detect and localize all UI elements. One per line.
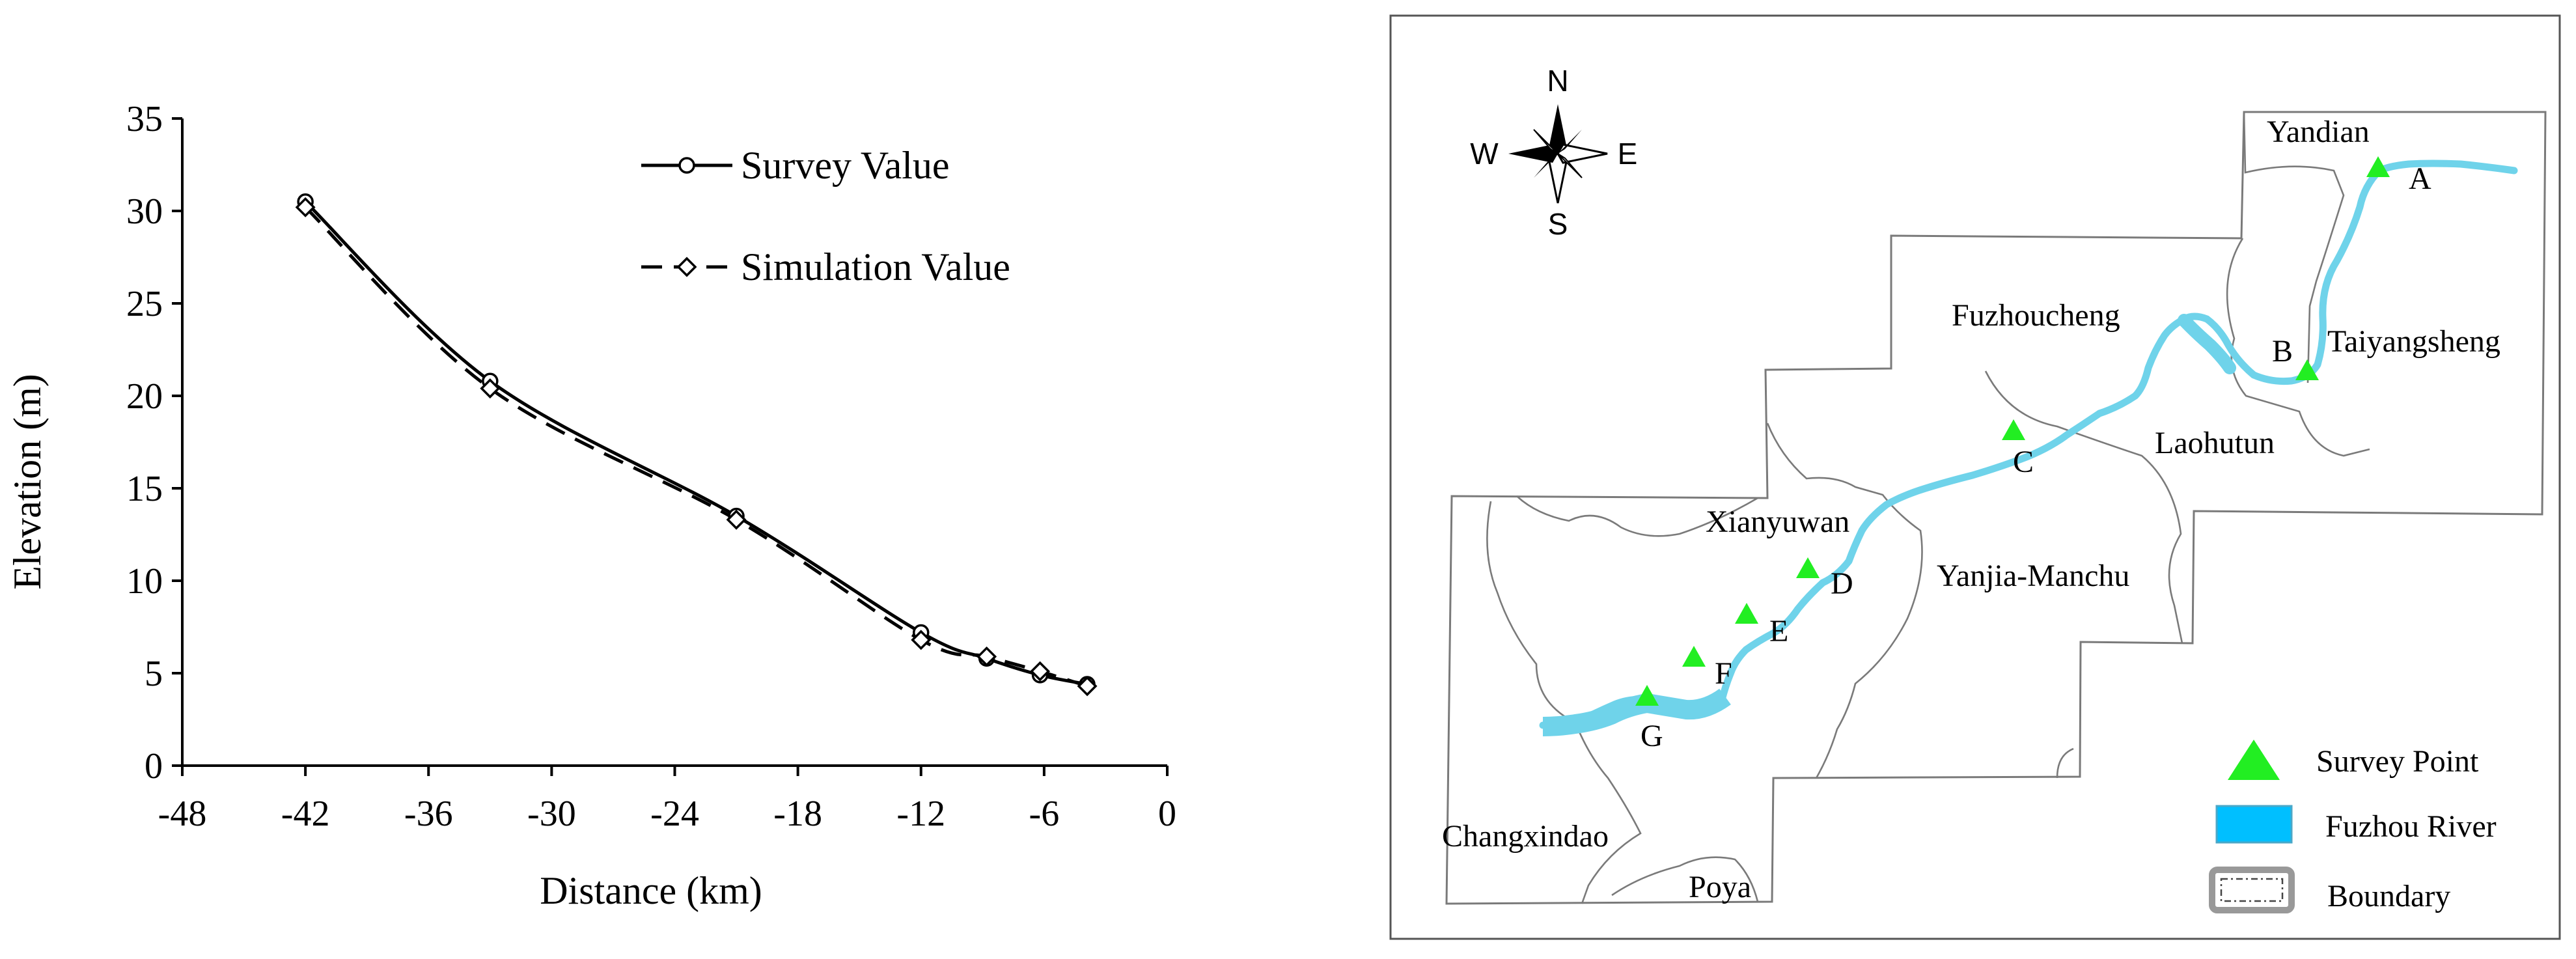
simulation-point-marker (1077, 676, 1098, 697)
x-axis-title: Distance (km) (540, 869, 762, 912)
compass-west-label: W (1470, 137, 1499, 171)
y-tick-label: 35 (126, 99, 163, 139)
compass-south-label: S (1548, 207, 1568, 241)
study-area-map: A B C D E F G Yandian Fuzhoucheng Taiyangsheng… (1389, 14, 2561, 940)
x-tick-label: -30 (527, 794, 576, 834)
survey-point-e-icon (1735, 603, 1758, 624)
elevation-chart: -48 -42 -36 -30 -24 -18 -12 -6 0 05101520253035 … (6, 99, 1176, 912)
x-tick-label: -24 (650, 794, 699, 834)
x-tick-label: -42 (281, 794, 330, 834)
y-axis-title: Elevation (m) (6, 374, 49, 590)
boundary-line (2056, 747, 2074, 779)
region-label-xianyuwan: Xianyuwan (1706, 505, 1849, 539)
legend-river-label: Fuzhou River (2325, 809, 2497, 844)
simulation-point-marker (480, 378, 501, 399)
simulation-point-marker (726, 509, 747, 530)
survey-point-b-label: B (2272, 334, 2293, 368)
survey-point-c-icon (2002, 419, 2025, 440)
survey-point-e-label: E (1769, 614, 1788, 648)
boundary-line (1516, 495, 1758, 537)
map-legend: Survey Point Fuzhou River Boundary (2209, 740, 2497, 913)
y-tick-label: 5 (145, 654, 163, 694)
series-line-survey (304, 201, 1088, 686)
legend-survey-point-icon (2228, 740, 2280, 780)
y-tick-label: 0 (145, 746, 163, 786)
legend-boundary-swatch (2209, 867, 2295, 913)
boundary-line (2243, 111, 2345, 383)
fuzhou-river-wide-reach (1542, 688, 1731, 736)
compass-east-label: E (1618, 137, 1638, 171)
simulation-point-marker (1030, 661, 1051, 682)
compass-diagonal-nw (1533, 129, 1558, 154)
legend-simulation-label: Simulation Value (741, 245, 1010, 288)
x-tick-label: -6 (1029, 794, 1060, 834)
y-tick-label: 25 (126, 284, 163, 324)
chart-legend: Survey Value Simulation Value (641, 144, 1010, 288)
compass-north-label: N (1547, 64, 1568, 98)
y-tick-label: 15 (126, 469, 163, 509)
y-axis-ticks: 0 5 10 15 20 25 30 35 (126, 99, 182, 786)
x-tick-label: -18 (773, 794, 822, 834)
survey-point-g-icon (1635, 685, 1659, 706)
survey-point-f-icon (1682, 646, 1706, 667)
legend-survey-label: Survey Value (741, 144, 950, 187)
region-label-yanjia-manchu: Yanjia-Manchu (1937, 559, 2129, 593)
legend-boundary-label: Boundary (2327, 879, 2450, 913)
legend-survey-marker (678, 157, 695, 174)
survey-point-f-label: F (1715, 656, 1732, 691)
legend-survey-point-label: Survey Point (2316, 744, 2479, 779)
region-label-changxindao: Changxindao (1442, 819, 1609, 854)
legend-river-swatch (2215, 805, 2293, 844)
x-axis-ticks: -48 -42 -36 -30 -24 -18 -12 -6 0 (158, 766, 1176, 834)
series-layer (295, 193, 1098, 697)
region-label-taiyangsheng: Taiyangsheng (2327, 324, 2500, 359)
boundary-line (1984, 370, 2183, 644)
y-tick-label: 20 (126, 376, 163, 417)
region-label-fuzhoucheng: Fuzhoucheng (1952, 298, 2120, 333)
x-tick-label: -48 (158, 794, 207, 834)
x-tick-label: 0 (1158, 794, 1176, 834)
x-tick-label: -36 (404, 794, 453, 834)
survey-point-d-icon (1796, 557, 1820, 578)
simulation-point-marker (295, 197, 316, 217)
compass-diagonal-se (1557, 153, 1583, 178)
survey-points: A B C D E F G (1635, 156, 2431, 753)
y-tick-label: 10 (126, 561, 163, 602)
compass-diagonal-ne (1558, 130, 1582, 154)
compass-west-point (1508, 145, 1558, 163)
legend-boundary-inner (2220, 878, 2284, 902)
legend-simulation-marker (676, 257, 697, 277)
region-labels: Yandian Fuzhoucheng Taiyangsheng Laohutu… (1442, 115, 2500, 904)
x-tick-label: -12 (896, 794, 945, 834)
survey-point-d-label: D (1831, 566, 1853, 601)
survey-point-c-label: C (2013, 445, 2034, 479)
series-line-simulation (304, 206, 1088, 688)
compass-rose-icon: N S W E (1470, 64, 1637, 241)
simulation-point-marker (976, 646, 997, 667)
compass-north-point (1549, 104, 1567, 154)
boundary-line (1766, 423, 1923, 779)
y-tick-label: 30 (126, 191, 163, 232)
region-label-poya: Poya (1689, 870, 1751, 904)
survey-point-a-icon (2366, 156, 2390, 177)
simulation-point-marker (911, 630, 932, 650)
region-label-laohutun: Laohutun (2155, 426, 2275, 460)
survey-point-g-label: G (1641, 719, 1663, 753)
compass-diagonal-sw (1534, 154, 1558, 178)
study-area-boundary (1445, 111, 2547, 905)
fuzhou-river (1539, 160, 2518, 729)
boundary-line (1611, 856, 1759, 902)
survey-point-b-icon (2295, 359, 2319, 380)
survey-point-a-label: A (2409, 161, 2431, 196)
region-label-yandian: Yandian (2267, 115, 2370, 149)
fuzhou-river-bend (2178, 314, 2236, 374)
